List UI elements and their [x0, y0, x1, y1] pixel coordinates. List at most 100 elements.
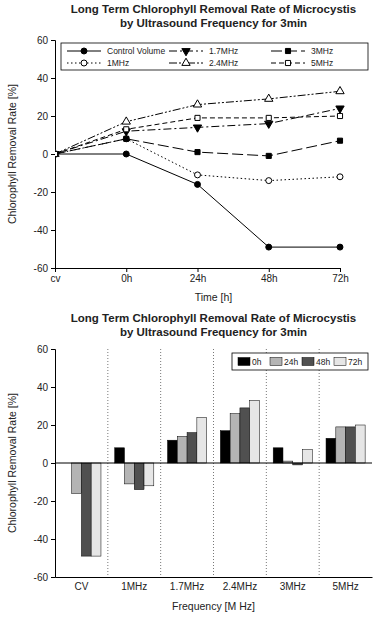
series-marker [337, 174, 343, 180]
legend-box [61, 43, 368, 70]
bar [220, 431, 230, 463]
tick-label: cv [51, 273, 61, 284]
series-marker [55, 151, 58, 157]
tick: 0h [121, 268, 132, 284]
tick-label: 0 [42, 149, 48, 160]
zero-line [55, 463, 372, 464]
tick: cv [51, 268, 61, 284]
tick: 48h [261, 268, 278, 284]
bar [230, 414, 240, 463]
tick: 20 [37, 111, 55, 122]
bar [144, 463, 154, 486]
tick-label: 48h [261, 273, 278, 284]
bar [124, 463, 134, 484]
legend-swatch [238, 358, 250, 366]
y-axis-title: Chlorophyll Removal Rate [%] [6, 84, 18, 224]
tick-label: 40 [37, 382, 49, 393]
tick-label: 5MHz [333, 581, 359, 592]
series-marker [265, 94, 273, 101]
bar [91, 463, 101, 556]
legend-label: Control Volume [107, 46, 165, 56]
tick: -40 [34, 225, 55, 236]
bar [81, 463, 91, 556]
tick-label: 40 [37, 73, 49, 84]
tick-mark [51, 192, 55, 193]
tick: -20 [34, 496, 55, 507]
bar [115, 448, 125, 463]
series-marker [195, 181, 201, 187]
legend-label: 1MHz [107, 58, 129, 68]
legend-label: 3MHz [311, 46, 333, 56]
tick-label: 60 [37, 344, 49, 355]
tick: 40 [37, 382, 55, 393]
series-marker [124, 136, 129, 141]
legend: 0h24h48h72h [232, 353, 368, 370]
bar [177, 436, 187, 463]
tick-mark [51, 268, 55, 269]
bar [72, 463, 82, 493]
legend-label: 1.7MHz [209, 46, 238, 56]
series-marker [55, 151, 58, 157]
tick: 5MHz [333, 577, 359, 592]
legend-entry: 5MHz [271, 58, 333, 68]
title: by Ultrasound Frequency for 3min [120, 17, 307, 29]
series-marker [55, 151, 58, 156]
tick: 2.4MHz [223, 577, 257, 592]
plot-marks [72, 400, 365, 556]
tick-label: -40 [34, 534, 49, 545]
legend-label: 72h [348, 357, 362, 367]
series-line [55, 91, 340, 154]
legend-swatch [270, 358, 282, 366]
legend-box [232, 353, 368, 370]
tick: 3MHz [280, 577, 306, 592]
legend-marker [81, 48, 87, 54]
legend-swatch [334, 358, 346, 366]
series-line [55, 139, 340, 181]
title: by Ultrasound Frequency for 3min [120, 326, 307, 338]
tick-label: -20 [34, 187, 49, 198]
bar [250, 400, 260, 463]
axis-line [51, 41, 56, 269]
series-marker [265, 121, 273, 128]
tick-label: CV [74, 581, 88, 592]
series-marker [336, 86, 344, 93]
bar [197, 417, 207, 463]
legend: Control Volume1MHz1.7MHz2.4MHz3MHz5MHz [61, 43, 368, 70]
tick: 24h [190, 268, 207, 284]
legend-marker [81, 60, 87, 66]
tick-label: 3MHz [280, 581, 306, 592]
legend-entry: 0h [238, 357, 262, 367]
tick: 1.7MHz [170, 577, 204, 592]
tick-mark [269, 268, 270, 272]
bar [336, 427, 346, 463]
tick-label: 2.4MHz [223, 581, 257, 592]
legend-marker [285, 60, 290, 65]
bar [168, 440, 178, 463]
series-marker [193, 125, 201, 132]
tick-mark [55, 268, 56, 272]
tick: -60 [34, 263, 55, 274]
legend-label: 24h [284, 357, 298, 367]
tick: 1MHz [121, 577, 147, 592]
title: Long Term Chlorophyll Removal Rate of Mi… [71, 312, 356, 324]
plot-marks [55, 86, 344, 250]
tick: 72h [332, 268, 349, 284]
x-axis-title: Frequency [M Hz] [172, 600, 255, 612]
tick-mark [51, 154, 55, 155]
tick: -20 [34, 187, 55, 198]
tick-label: -20 [34, 496, 49, 507]
tick: CV [74, 577, 88, 592]
legend-entry: Control Volume [67, 46, 165, 56]
bar [303, 450, 313, 463]
tick: 40 [37, 73, 55, 84]
tick-label: -60 [34, 263, 49, 274]
legend-marker [182, 49, 190, 56]
series-marker [124, 127, 129, 132]
tick-mark [340, 268, 341, 272]
bar [187, 433, 197, 463]
series-marker [266, 115, 271, 120]
series-marker [122, 117, 130, 124]
x-axis: cv 0h 24h 48h 72h [51, 268, 349, 284]
y-axis: -60-40-200204060 [34, 344, 56, 583]
bar [134, 463, 144, 490]
